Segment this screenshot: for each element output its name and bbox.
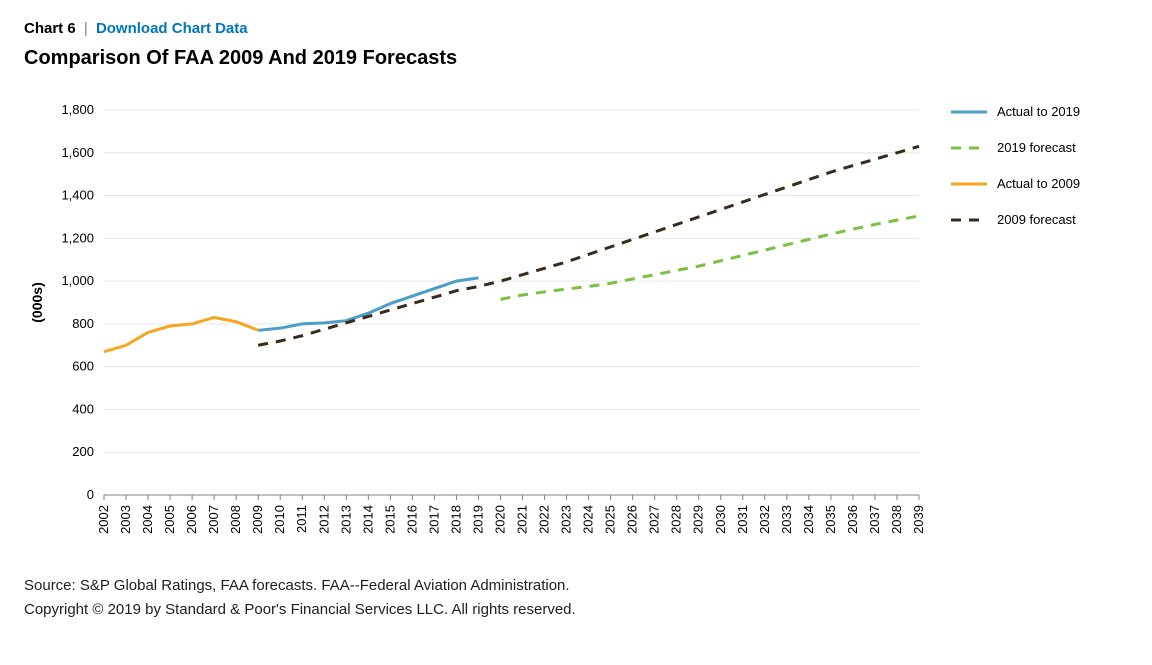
svg-text:2036: 2036 bbox=[845, 505, 860, 534]
svg-text:2033: 2033 bbox=[779, 505, 794, 534]
svg-text:2022: 2022 bbox=[537, 505, 552, 534]
svg-text:2032: 2032 bbox=[757, 505, 772, 534]
svg-text:2009 forecast: 2009 forecast bbox=[997, 212, 1076, 227]
svg-text:400: 400 bbox=[72, 401, 94, 416]
svg-text:2030: 2030 bbox=[713, 505, 728, 534]
chart-header: Chart 6 | Download Chart Data bbox=[24, 20, 1128, 37]
svg-text:2012: 2012 bbox=[316, 505, 331, 534]
svg-text:2028: 2028 bbox=[669, 505, 684, 534]
svg-text:0: 0 bbox=[87, 487, 94, 502]
svg-text:2038: 2038 bbox=[889, 505, 904, 534]
svg-text:2007: 2007 bbox=[206, 505, 221, 534]
svg-text:2037: 2037 bbox=[867, 505, 882, 534]
chart-area: 0 200 400 600 800 1,000 1,200 1,400 1,600 1,800 20… bbox=[24, 100, 1128, 560]
svg-text:2024: 2024 bbox=[581, 505, 596, 534]
svg-text:2039: 2039 bbox=[911, 505, 926, 534]
chart-footer: Source: S&P Global Ratings, FAA forecast… bbox=[24, 574, 1128, 622]
svg-text:2002: 2002 bbox=[96, 505, 111, 534]
svg-text:2011: 2011 bbox=[294, 505, 309, 533]
svg-text:2020: 2020 bbox=[492, 505, 507, 534]
svg-text:2003: 2003 bbox=[118, 505, 133, 534]
svg-text:2019 forecast: 2019 forecast bbox=[997, 140, 1076, 155]
svg-text:2026: 2026 bbox=[625, 505, 640, 534]
chart-number-label: Chart 6 bbox=[24, 20, 76, 37]
svg-text:Actual to 2019: Actual to 2019 bbox=[997, 104, 1080, 119]
svg-text:1,200: 1,200 bbox=[61, 230, 94, 245]
svg-text:1,800: 1,800 bbox=[61, 102, 94, 117]
svg-text:Actual to 2009: Actual to 2009 bbox=[997, 176, 1080, 191]
chart-title: Comparison Of FAA 2009 And 2019 Forecast… bbox=[24, 47, 1128, 70]
svg-text:2016: 2016 bbox=[404, 505, 419, 534]
svg-text:600: 600 bbox=[72, 359, 94, 374]
svg-text:800: 800 bbox=[72, 316, 94, 331]
chart-legend: Actual to 2019 2019 forecast Actual to 200… bbox=[949, 100, 1128, 254]
download-link[interactable]: Download Chart Data bbox=[96, 20, 248, 37]
svg-text:2029: 2029 bbox=[691, 505, 706, 534]
svg-text:2025: 2025 bbox=[603, 505, 618, 534]
svg-text:2027: 2027 bbox=[647, 505, 662, 534]
header-separator: | bbox=[84, 20, 88, 37]
svg-text:2009: 2009 bbox=[250, 505, 265, 534]
svg-text:2018: 2018 bbox=[448, 505, 463, 534]
svg-text:2014: 2014 bbox=[360, 505, 375, 534]
svg-text:2008: 2008 bbox=[228, 505, 243, 534]
svg-text:2017: 2017 bbox=[426, 505, 441, 534]
svg-text:2004: 2004 bbox=[140, 505, 155, 534]
svg-text:1,000: 1,000 bbox=[61, 273, 94, 288]
svg-text:2034: 2034 bbox=[801, 505, 816, 534]
svg-text:2019: 2019 bbox=[470, 505, 485, 534]
svg-text:2031: 2031 bbox=[735, 505, 750, 534]
svg-text:2006: 2006 bbox=[184, 505, 199, 534]
svg-text:2021: 2021 bbox=[515, 505, 530, 534]
source-text: Source: S&P Global Ratings, FAA forecast… bbox=[24, 574, 1128, 598]
svg-text:1,400: 1,400 bbox=[61, 188, 94, 203]
svg-text:1,600: 1,600 bbox=[61, 145, 94, 160]
svg-text:2013: 2013 bbox=[338, 505, 353, 534]
svg-text:2010: 2010 bbox=[272, 505, 287, 534]
svg-text:200: 200 bbox=[72, 444, 94, 459]
svg-text:2005: 2005 bbox=[162, 505, 177, 534]
svg-text:2015: 2015 bbox=[382, 505, 397, 534]
svg-text:2035: 2035 bbox=[823, 505, 838, 534]
copyright-text: Copyright © 2019 by Standard & Poor's Fi… bbox=[24, 598, 1128, 622]
line-chart: 0 200 400 600 800 1,000 1,200 1,400 1,600 1,800 20… bbox=[24, 100, 929, 560]
svg-text:(000s): (000s) bbox=[29, 282, 45, 322]
svg-text:2023: 2023 bbox=[559, 505, 574, 534]
